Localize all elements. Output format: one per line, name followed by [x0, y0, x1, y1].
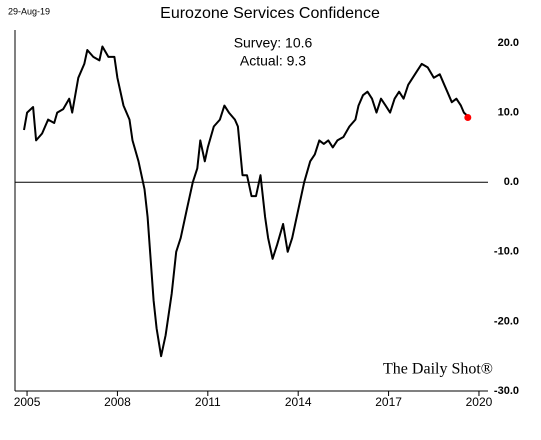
line: [23, 45, 468, 358]
y-tick-label: -30.0: [494, 385, 519, 397]
y-tick-label: 10.0: [498, 107, 519, 119]
x-tick-label: 2020: [466, 395, 493, 409]
y-tick-label: -10.0: [494, 246, 519, 258]
annotation: Actual: 9.3: [240, 53, 306, 69]
annotation: Survey: 10.6: [234, 35, 313, 51]
y-tick-label: 20.0: [498, 37, 519, 49]
y-tick-label: 0.0: [504, 176, 519, 188]
point: [464, 113, 472, 121]
x-tick-label: 2011: [195, 395, 221, 409]
x-tick-label: 2014: [285, 395, 312, 409]
chart-title: Eurozone Services Confidence: [160, 5, 380, 22]
y-tick-label: -20.0: [494, 315, 519, 327]
date-label: 29-Aug-19: [8, 6, 50, 16]
x-tick-label: 2017: [375, 395, 402, 409]
x-tick-label: 2005: [14, 395, 41, 409]
watermark: The Daily Shot®: [383, 361, 493, 378]
x-tick-label: 2008: [104, 395, 131, 409]
